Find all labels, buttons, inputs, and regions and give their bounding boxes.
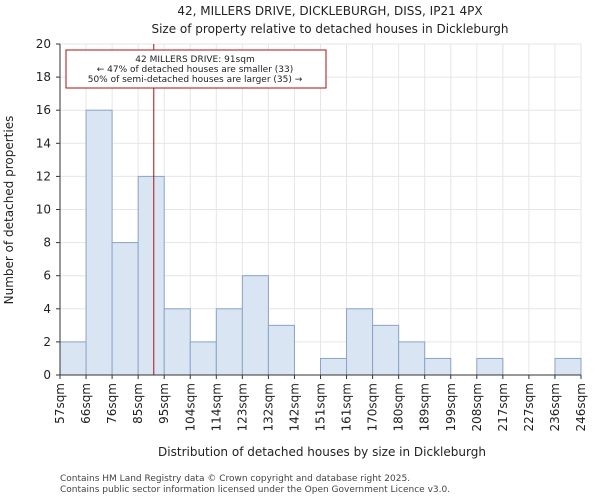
bar-208sqm (476, 357, 504, 376)
y-tick-label: 20 (36, 37, 51, 51)
bar-170sqm (372, 324, 400, 376)
annotation-line-3: 50% of semi-detached houses are larger (… (88, 75, 303, 85)
y-ticks: 0 2 4 6 8 10 12 14 16 18 20 (36, 37, 60, 382)
y-tick-label: 14 (36, 136, 51, 150)
y-tick-label: 8 (43, 236, 51, 250)
footer-line-1: Contains HM Land Registry data © Crown c… (60, 474, 411, 484)
chart-subtitle: Size of property relative to detached ho… (151, 22, 508, 36)
bar-132sqm (267, 324, 295, 376)
annotation-line-2: ← 47% of detached houses are smaller (33… (97, 65, 294, 75)
y-axis-label: Number of detached properties (2, 116, 16, 305)
x-tick-label: 199sqm (444, 383, 458, 431)
x-tick-label: 104sqm (183, 383, 197, 431)
y-tick-label: 18 (36, 70, 51, 84)
x-tick-label: 246sqm (574, 383, 588, 431)
y-tick-label: 0 (43, 368, 51, 382)
x-axis-label: Distribution of detached houses by size … (158, 445, 486, 459)
bar-85sqm (137, 175, 165, 376)
x-tick-label: 132sqm (261, 383, 275, 431)
y-tick-label: 6 (43, 269, 51, 283)
footer-line-2: Contains public sector information licen… (60, 485, 451, 495)
x-tick-label: 189sqm (418, 383, 432, 431)
y-tick-label: 2 (43, 335, 51, 349)
x-tick-label: 85sqm (131, 383, 145, 424)
x-tick-label: 66sqm (79, 383, 93, 424)
x-tick-label: 170sqm (366, 383, 380, 431)
x-tick-label: 236sqm (548, 383, 562, 431)
x-tick-label: 217sqm (496, 383, 510, 431)
x-tick-label: 76sqm (105, 383, 119, 424)
bar-66sqm (85, 109, 113, 376)
annotation-line-1: 42 MILLERS DRIVE: 91sqm (135, 55, 254, 65)
x-tick-label: 142sqm (287, 383, 301, 431)
x-tick-label: 227sqm (522, 383, 536, 431)
x-tick-label: 180sqm (392, 383, 406, 431)
x-ticks: 57sqm 66sqm 76sqm 85sqm 95sqm 104sqm 114sqm 123… (53, 375, 588, 431)
x-tick-label: 123sqm (235, 383, 249, 431)
bar-151sqm (320, 357, 348, 376)
chart-title: 42, MILLERS DRIVE, DICKLEBURGH, DISS, IP… (177, 4, 482, 18)
y-tick-label: 10 (36, 203, 51, 217)
y-tick-label: 16 (36, 103, 51, 117)
bars (59, 109, 582, 376)
bar-189sqm (424, 357, 452, 376)
bar-57sqm (59, 341, 87, 376)
bar-76sqm (111, 242, 139, 376)
x-tick-label: 208sqm (470, 383, 484, 431)
x-tick-label: 95sqm (157, 383, 171, 424)
y-tick-label: 4 (43, 302, 51, 316)
x-tick-label: 114sqm (209, 383, 223, 431)
bar-104sqm (189, 341, 217, 376)
bar-180sqm (398, 341, 426, 376)
x-tick-label: 57sqm (53, 383, 67, 424)
bar-161sqm (346, 308, 374, 376)
bar-114sqm (215, 308, 243, 376)
bar-236sqm (554, 357, 582, 376)
bar-123sqm (241, 275, 269, 376)
x-tick-label: 161sqm (340, 383, 354, 431)
x-tick-label: 151sqm (314, 383, 328, 431)
y-tick-label: 12 (36, 169, 51, 183)
annotation-box (65, 49, 327, 89)
bar-95sqm (163, 308, 191, 376)
